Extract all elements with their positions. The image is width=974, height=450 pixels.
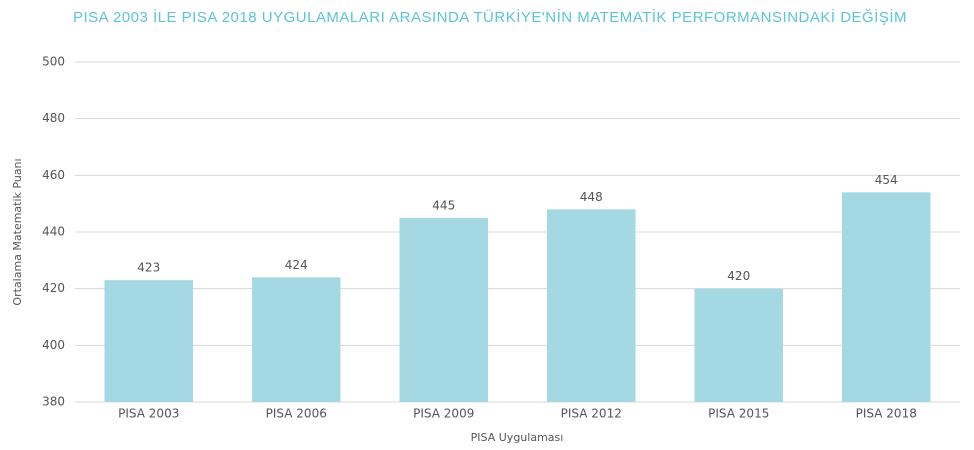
bar — [842, 192, 931, 402]
bar — [252, 277, 341, 402]
y-axis-title: Ortalama Matematik Puanı — [11, 158, 24, 305]
data-label: 423 — [137, 261, 160, 275]
bar — [694, 288, 783, 402]
x-tick-label: PISA 2015 — [708, 407, 769, 421]
y-tick-label: 440 — [42, 225, 65, 239]
y-tick-label: 420 — [42, 281, 65, 295]
y-tick-label: 460 — [42, 168, 65, 182]
x-tick-label: PISA 2018 — [856, 407, 917, 421]
x-tick-label: PISA 2012 — [561, 407, 622, 421]
x-axis-title: PISA Uygulaması — [471, 431, 564, 444]
y-tick-label: 400 — [42, 338, 65, 352]
y-tick-label: 500 — [42, 55, 65, 69]
data-label: 454 — [875, 173, 898, 187]
bar — [399, 217, 488, 402]
bar — [104, 280, 193, 402]
y-tick-label: 480 — [42, 111, 65, 125]
y-tick-label: 380 — [42, 395, 65, 409]
data-label: 420 — [727, 269, 750, 283]
x-tick-label: PISA 2009 — [413, 407, 474, 421]
x-tick-label: PISA 2006 — [266, 407, 327, 421]
bar — [547, 209, 636, 402]
data-label: 424 — [285, 258, 308, 272]
chart-title: PISA 2003 İLE PISA 2018 UYGULAMALARI ARA… — [73, 8, 907, 26]
x-tick-label: PISA 2003 — [118, 407, 179, 421]
data-label: 448 — [580, 190, 603, 204]
data-label: 445 — [432, 198, 455, 212]
